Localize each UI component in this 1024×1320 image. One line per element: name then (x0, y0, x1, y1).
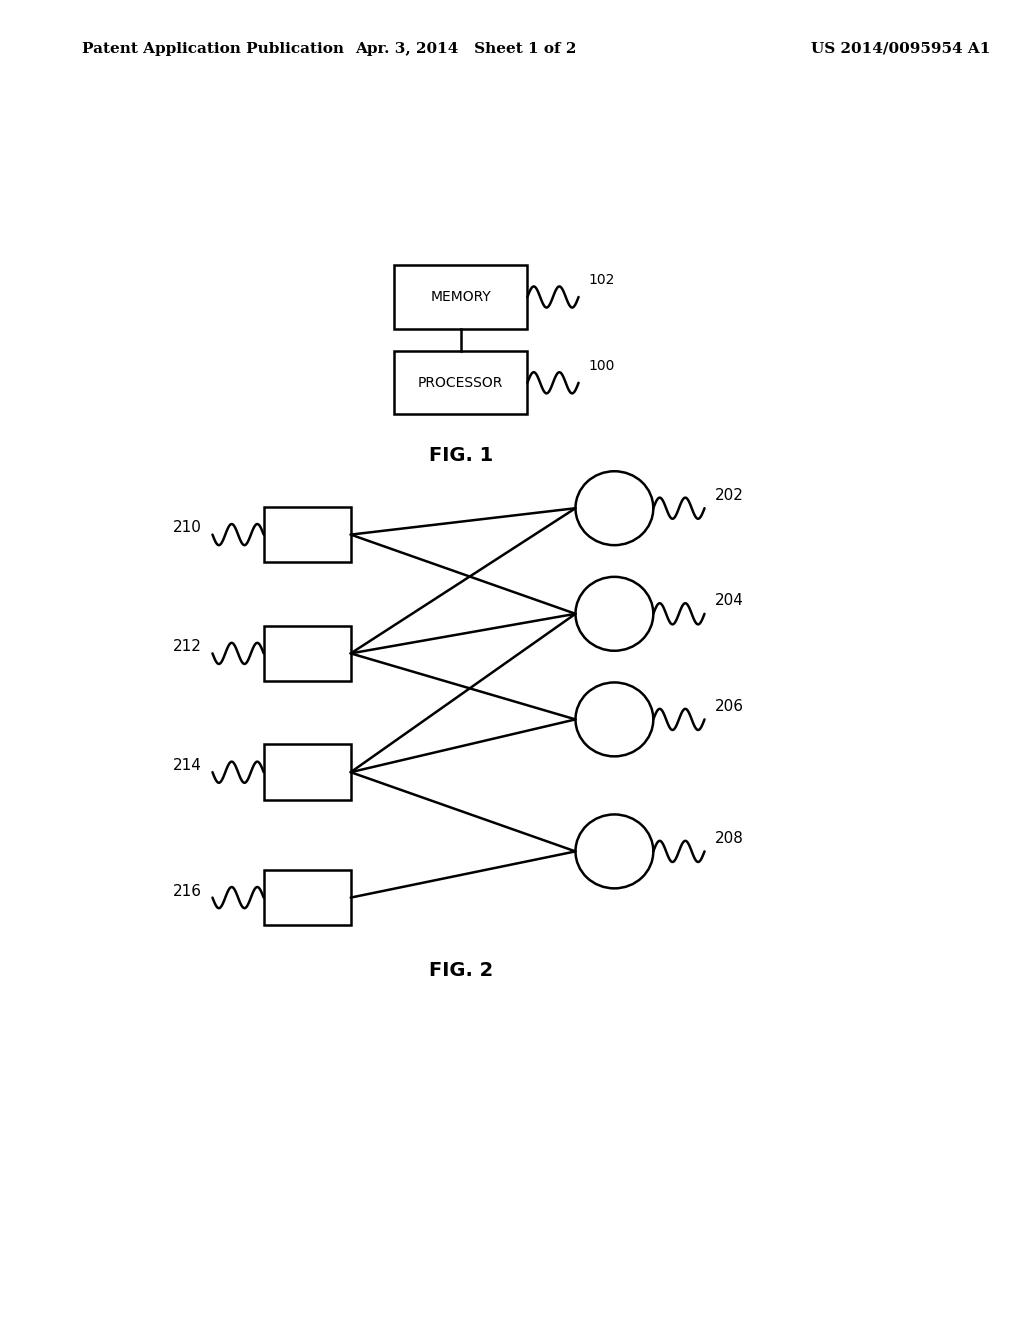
Bar (264, 870, 350, 925)
Text: Apr. 3, 2014   Sheet 1 of 2: Apr. 3, 2014 Sheet 1 of 2 (355, 42, 577, 55)
Text: PROCESSOR: PROCESSOR (418, 376, 504, 389)
Text: 102: 102 (589, 273, 615, 286)
Text: MEMORY: MEMORY (430, 290, 492, 304)
Text: 212: 212 (173, 639, 203, 655)
Text: US 2014/0095954 A1: US 2014/0095954 A1 (811, 42, 991, 55)
Bar (394, 351, 527, 414)
Bar (264, 626, 350, 681)
Text: Patent Application Publication: Patent Application Publication (82, 42, 344, 55)
Text: 214: 214 (173, 758, 203, 774)
Ellipse shape (575, 682, 653, 756)
Text: 204: 204 (715, 593, 743, 609)
Text: 208: 208 (715, 830, 743, 846)
Text: 100: 100 (589, 359, 615, 372)
Text: 210: 210 (173, 520, 203, 536)
Text: FIG. 1: FIG. 1 (429, 446, 493, 465)
Bar (264, 744, 350, 800)
Text: 206: 206 (715, 698, 743, 714)
Ellipse shape (575, 577, 653, 651)
Bar (264, 507, 350, 562)
Bar (394, 265, 527, 329)
Ellipse shape (575, 471, 653, 545)
Text: 202: 202 (715, 487, 743, 503)
Ellipse shape (575, 814, 653, 888)
Text: FIG. 2: FIG. 2 (429, 961, 493, 979)
Text: 216: 216 (173, 883, 203, 899)
